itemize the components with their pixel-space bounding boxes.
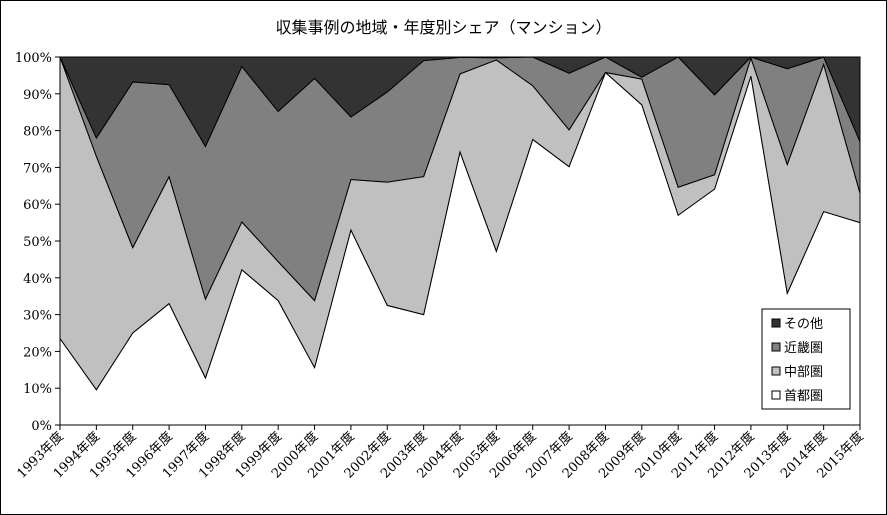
legend-swatch [771,318,781,328]
legend-label: 中部圏 [784,365,823,380]
legend-label: その他 [784,317,823,332]
y-tick-label: 100% [15,51,52,66]
y-tick-label: 40% [23,272,52,287]
x-axis-ticks: 1993年度1994年度1995年度1996年度1997年度1998年度1999… [14,425,867,482]
area-series-group [59,56,861,426]
y-tick-label: 60% [23,198,52,213]
y-tick-label: 50% [23,235,52,250]
y-axis-ticks: 0% 10% 20% 30% 40% 50% 60% 70% 80% 90% 100% [15,51,60,434]
legend-label: 首都圏 [784,389,823,404]
y-tick-label: 10% [23,382,52,397]
legend-label: 近畿圏 [784,341,823,356]
chart-title: 収集事例の地域・年度別シェア（マンション） [275,18,612,37]
y-tick-label: 20% [23,345,52,360]
y-tick-label: 0% [31,419,52,434]
legend-swatch [771,366,781,376]
legend-swatch [771,342,781,352]
y-tick-label: 90% [23,88,52,103]
y-tick-label: 80% [23,125,52,140]
legend-swatch [771,390,781,400]
y-tick-label: 30% [23,309,52,324]
y-tick-label: 70% [23,161,52,176]
